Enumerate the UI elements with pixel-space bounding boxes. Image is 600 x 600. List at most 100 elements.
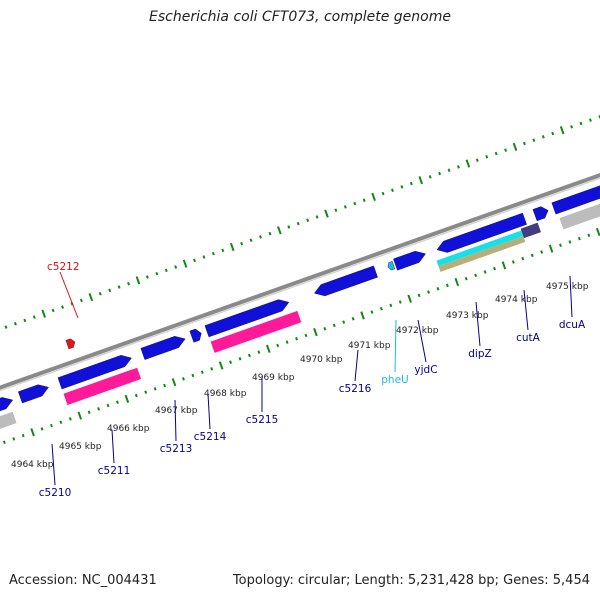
outer-tick-mark	[164, 268, 168, 273]
rna-bar	[63, 367, 142, 405]
inner-tick-mark	[210, 367, 214, 371]
outer-tick-mark	[324, 209, 329, 218]
inner-tick-mark	[97, 407, 101, 411]
outer-tick-mark	[61, 305, 64, 309]
outer-tick-mark	[127, 281, 130, 286]
kbp-tick-label: 4975 kbp	[546, 282, 589, 292]
gene-label-c5216: c5216	[339, 383, 372, 395]
gene-leader-line	[569, 275, 573, 318]
cds-arrow	[0, 397, 14, 412]
inner-tick-mark	[229, 360, 233, 364]
outer-tick-mark	[438, 171, 442, 176]
inner-tick-mark	[266, 344, 271, 353]
outer-tick-mark	[88, 292, 94, 302]
inner-tick-mark	[370, 310, 374, 314]
outer-tick-mark	[588, 118, 592, 122]
kbp-tick-label: 4972 kbp	[396, 326, 439, 336]
inner-tick-mark	[191, 373, 195, 378]
outer-tick-mark	[287, 225, 291, 229]
grey-bar	[559, 203, 600, 230]
rna-bar	[210, 310, 302, 353]
inner-tick-mark	[134, 393, 138, 398]
inner-tick-mark	[163, 383, 167, 388]
inner-tick-mark	[116, 400, 119, 404]
outer-tick-mark	[249, 238, 253, 243]
gene-leader-line	[207, 393, 211, 430]
inner-tick-mark	[50, 423, 53, 428]
outer-tick-mark	[353, 201, 357, 206]
inner-tick-mark	[124, 394, 130, 403]
gene-label-c5213: c5213	[160, 443, 193, 455]
cds-arrow	[57, 355, 132, 390]
outer-tick-mark	[457, 165, 460, 169]
inner-tick-mark	[238, 357, 242, 361]
outer-tick-mark	[391, 188, 394, 192]
outer-tick-mark	[504, 148, 508, 152]
inner-tick-mark	[379, 306, 383, 311]
outer-tick-mark	[315, 215, 319, 219]
inner-tick-mark	[40, 427, 44, 431]
inner-tick-mark	[59, 420, 63, 424]
gene-leader-line	[111, 429, 115, 464]
inner-tick-mark	[332, 323, 336, 328]
outer-tick-mark	[570, 125, 574, 129]
outer-tick-mark	[343, 205, 347, 209]
outer-tick-mark	[32, 315, 36, 319]
map-title: Escherichia coli CFT073, complete genome	[149, 9, 451, 25]
inner-tick-mark	[568, 240, 572, 244]
inner-tick-mark	[171, 378, 177, 387]
inner-tick-mark	[427, 290, 430, 294]
kbp-tick-label: 4969 kbp	[252, 373, 295, 383]
inner-tick-mark	[587, 233, 591, 238]
inner-tick-mark	[144, 390, 148, 394]
outer-tick-mark	[268, 231, 272, 236]
inner-tick-mark	[501, 261, 507, 270]
outer-tick-mark	[362, 198, 366, 202]
outer-tick-mark	[41, 309, 46, 318]
kbp-tick-label: 4965 kbp	[59, 442, 102, 452]
inner-tick-mark	[2, 440, 6, 445]
inner-tick-mark	[454, 277, 460, 287]
gene-label-c5215: c5215	[246, 414, 279, 426]
inner-tick-mark	[540, 250, 544, 254]
cds-arrow	[436, 212, 527, 253]
tan-bar	[438, 236, 526, 272]
kbp-tick-label: 4974 kbp	[495, 295, 538, 305]
gene-label-dipZ: dipZ	[468, 348, 491, 360]
outer-tick-mark	[79, 298, 83, 303]
backbone-highlight	[0, 177, 600, 392]
inner-tick-mark	[351, 316, 355, 321]
outer-tick-mark	[145, 275, 149, 279]
outer-tick-mark	[259, 235, 262, 239]
gene-leader-line	[394, 319, 397, 373]
dark-bar	[520, 222, 541, 239]
outer-tick-mark	[23, 318, 27, 323]
inner-tick-mark	[577, 236, 581, 241]
gene-leader-line	[523, 289, 529, 331]
outer-tick-mark	[418, 176, 424, 185]
inner-tick-mark	[181, 377, 185, 381]
outer-tick-mark	[108, 288, 112, 293]
inner-tick-mark	[30, 428, 35, 437]
cds-arrow	[140, 336, 186, 360]
outer-tick-mark	[277, 226, 282, 235]
outer-tick-mark	[551, 131, 555, 136]
outer-tick-mark	[240, 241, 244, 246]
inner-tick-mark	[530, 253, 534, 258]
cds-arrow	[532, 206, 549, 222]
outer-tick-mark	[428, 175, 432, 179]
outer-tick-mark	[485, 155, 489, 159]
outer-tick-mark	[202, 255, 206, 259]
outer-tick-mark	[371, 192, 376, 202]
inner-tick-mark	[483, 270, 487, 274]
kbp-tick-label: 4964 kbp	[11, 460, 54, 470]
outer-tick-mark	[117, 285, 121, 289]
gene-label-cutA: cutA	[516, 332, 541, 344]
inner-tick-mark	[218, 361, 224, 370]
gene-label-dcuA: dcuA	[559, 319, 586, 331]
outer-tick-mark	[51, 308, 55, 313]
outer-tick-mark	[381, 191, 385, 196]
outer-tick-mark	[400, 185, 404, 189]
cds-arrow	[393, 250, 426, 271]
inner-tick-mark	[342, 320, 346, 324]
